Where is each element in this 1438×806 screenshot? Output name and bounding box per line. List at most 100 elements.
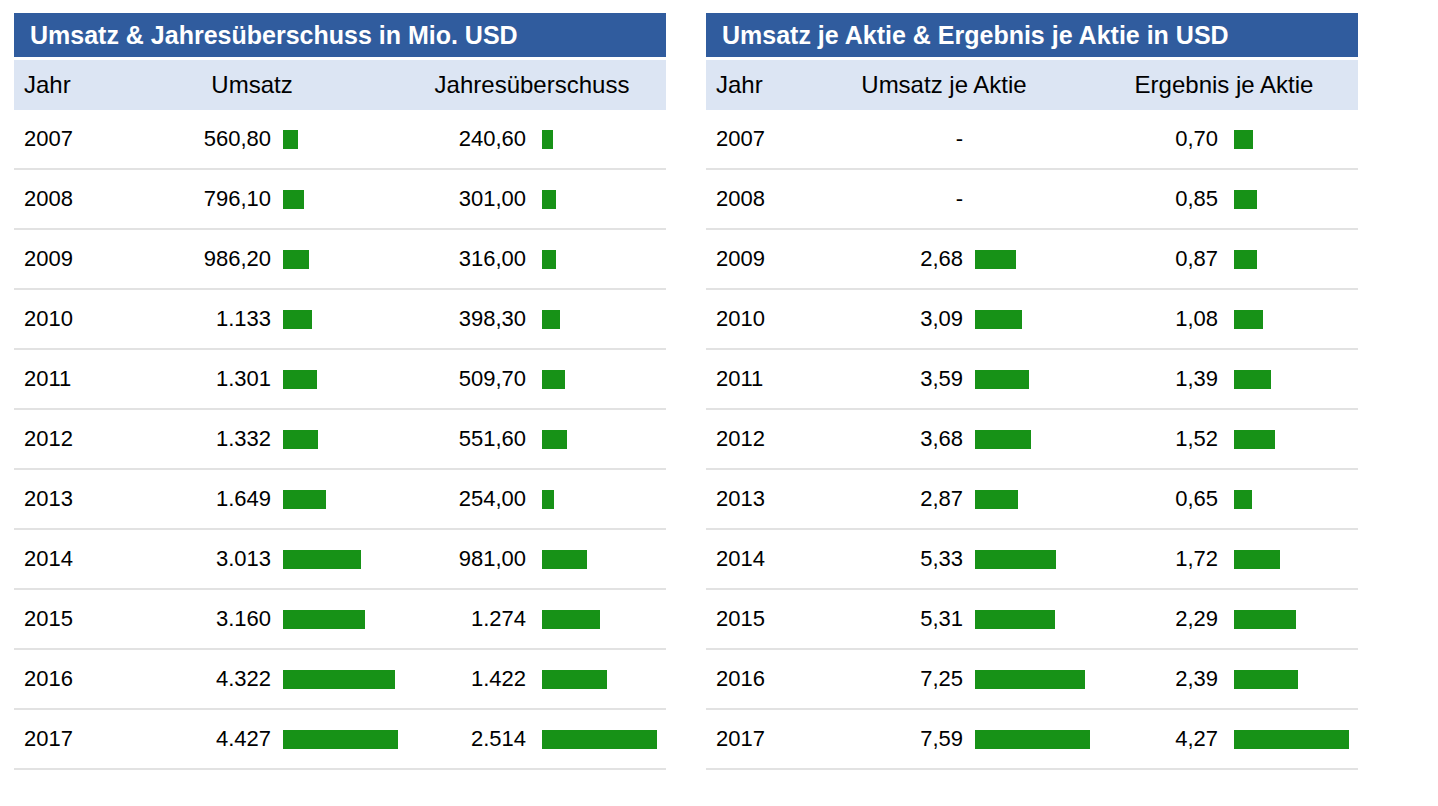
value-bar — [1234, 370, 1271, 389]
table-row: 2007560,80240,60 — [14, 110, 666, 170]
value-cell: 4.322 — [106, 666, 271, 692]
value-bar — [542, 670, 607, 689]
year-cell: 2013 — [14, 486, 106, 512]
bar-cell — [1218, 190, 1358, 209]
value-cell: 2,68 — [798, 246, 963, 272]
value-cell: 986,20 — [106, 246, 271, 272]
value-cell: 5,33 — [798, 546, 963, 572]
bar-cell — [1218, 310, 1358, 329]
bar-cell — [526, 670, 666, 689]
bar-cell — [1218, 430, 1358, 449]
value-bar — [1234, 190, 1257, 209]
table-row: 20101.133398,30 — [14, 290, 666, 350]
bar-cell — [526, 730, 666, 749]
value-bar — [975, 670, 1085, 689]
year-cell: 2011 — [706, 366, 798, 392]
year-cell: 2016 — [706, 666, 798, 692]
value-bar — [542, 730, 657, 749]
value-bar — [975, 310, 1022, 329]
value-bar — [1234, 430, 1275, 449]
value-cell: 2,39 — [1090, 666, 1218, 692]
value-cell: 1.274 — [398, 606, 526, 632]
table-row: 20132,870,65 — [706, 470, 1358, 530]
value-cell: 4.427 — [106, 726, 271, 752]
value-bar — [542, 550, 587, 569]
value-bar — [1234, 130, 1253, 149]
value-bar — [283, 550, 361, 569]
page: Umsatz & Jahresüberschuss in Mio. USD Ja… — [0, 0, 1438, 806]
value-bar — [283, 370, 317, 389]
year-cell: 2008 — [14, 186, 106, 212]
bar-cell — [1218, 490, 1358, 509]
bar-cell — [1218, 250, 1358, 269]
value-bar — [542, 610, 600, 629]
value-bar — [975, 370, 1029, 389]
value-cell: 1.332 — [106, 426, 271, 452]
value-bar — [542, 430, 567, 449]
bar-cell — [963, 370, 1090, 389]
value-bar — [1234, 670, 1298, 689]
value-cell: 3.160 — [106, 606, 271, 632]
value-bar — [283, 190, 304, 209]
value-cell: 398,30 — [398, 306, 526, 332]
year-cell: 2007 — [706, 126, 798, 152]
year-cell: 2015 — [14, 606, 106, 632]
bar-cell — [271, 550, 398, 569]
year-cell: 2010 — [14, 306, 106, 332]
value-cell: 3,68 — [798, 426, 963, 452]
bar-cell — [1218, 130, 1358, 149]
bar-cell — [271, 370, 398, 389]
table-title: Umsatz je Aktie & Ergebnis je Aktie in U… — [706, 13, 1358, 57]
bar-cell — [526, 130, 666, 149]
value-bar — [283, 250, 309, 269]
year-cell: 2016 — [14, 666, 106, 692]
value-bar — [283, 490, 326, 509]
value-cell: 981,00 — [398, 546, 526, 572]
bar-cell — [271, 670, 398, 689]
table-row: 2007-0,70 — [706, 110, 1358, 170]
table-title: Umsatz & Jahresüberschuss in Mio. USD — [14, 13, 666, 57]
value-cell: 1,39 — [1090, 366, 1218, 392]
value-cell: 0,87 — [1090, 246, 1218, 272]
value-cell: 0,65 — [1090, 486, 1218, 512]
value-bar — [283, 730, 398, 749]
value-bar — [975, 250, 1016, 269]
table-je-aktie: Umsatz je Aktie & Ergebnis je Aktie in U… — [706, 13, 1358, 770]
bar-cell — [963, 610, 1090, 629]
table-row: 20177,594,27 — [706, 710, 1358, 770]
value-bar — [542, 310, 560, 329]
year-cell: 2011 — [14, 366, 106, 392]
bar-cell — [271, 190, 398, 209]
value-bar — [283, 310, 312, 329]
value-cell: 240,60 — [398, 126, 526, 152]
value-bar — [975, 730, 1090, 749]
value-bar — [283, 430, 318, 449]
bar-cell — [526, 550, 666, 569]
bar-cell — [1218, 370, 1358, 389]
table-body: 2007-0,702008-0,8520092,680,8720103,091,… — [706, 110, 1358, 770]
table-row: 20123,681,52 — [706, 410, 1358, 470]
value-bar — [542, 370, 565, 389]
value-bar — [1234, 310, 1263, 329]
value-cell: - — [798, 186, 963, 212]
value-cell: - — [798, 126, 963, 152]
bar-cell — [1218, 730, 1358, 749]
column-header-jahr: Jahr — [706, 71, 798, 99]
value-cell: 7,25 — [798, 666, 963, 692]
bar-cell — [963, 490, 1090, 509]
bar-cell — [1218, 550, 1358, 569]
value-cell: 1.422 — [398, 666, 526, 692]
bar-cell — [963, 550, 1090, 569]
value-cell: 2,29 — [1090, 606, 1218, 632]
year-cell: 2007 — [14, 126, 106, 152]
bar-cell — [526, 610, 666, 629]
table-row: 20155,312,29 — [706, 590, 1358, 650]
table-row: 20143.013981,00 — [14, 530, 666, 590]
year-cell: 2017 — [14, 726, 106, 752]
table-row: 20092,680,87 — [706, 230, 1358, 290]
value-cell: 301,00 — [398, 186, 526, 212]
value-bar — [1234, 730, 1349, 749]
year-cell: 2015 — [706, 606, 798, 632]
column-header-umsatz-je-aktie: Umsatz je Aktie — [798, 71, 1090, 99]
column-header-row: Jahr Umsatz je Aktie Ergebnis je Aktie — [706, 60, 1358, 110]
